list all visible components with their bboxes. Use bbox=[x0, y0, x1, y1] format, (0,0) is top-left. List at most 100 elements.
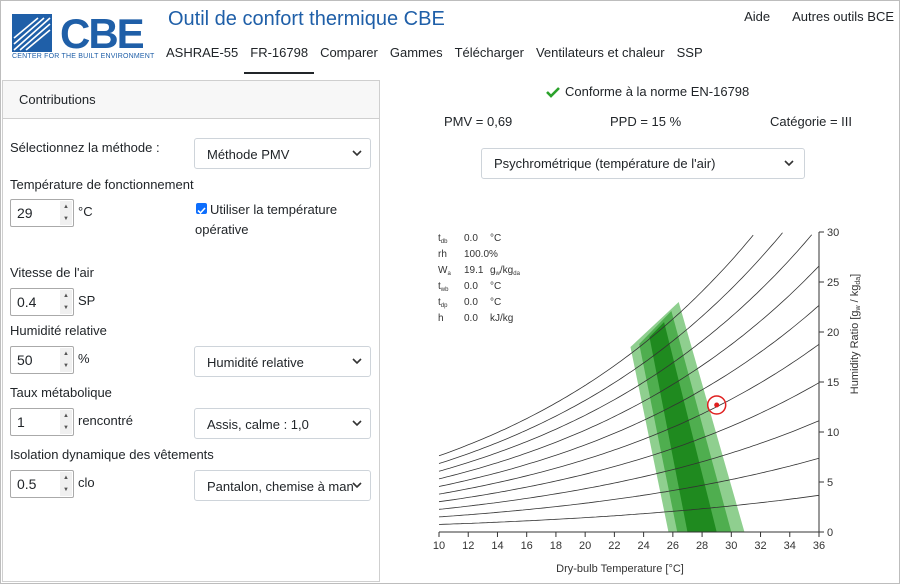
air-speed-input[interactable]: 0.4 ▲ ▼ bbox=[10, 288, 74, 316]
comfort-zone-inner bbox=[649, 322, 717, 532]
check-icon bbox=[197, 207, 206, 215]
readout-tdp-value: 0.0 bbox=[464, 297, 478, 308]
chart-type-value: Psychrométrique (température de l'air) bbox=[494, 156, 716, 171]
compliance-text: Conforme à la norme EN-16798 bbox=[565, 84, 750, 99]
logo-text: CBE bbox=[60, 10, 145, 57]
air-speed-label: Vitesse de l'air bbox=[10, 265, 94, 280]
x-tick-label: 28 bbox=[696, 540, 708, 552]
y-axis-label: Humidity Ratio [gw / kgda] bbox=[849, 274, 862, 394]
tab-download[interactable]: Télécharger bbox=[454, 45, 524, 60]
panel-header: Contributions bbox=[3, 81, 379, 119]
operative-label-2: opérative bbox=[195, 222, 249, 237]
pmv-value: PMV = 0,69 bbox=[444, 114, 513, 129]
readout-twb-unit: °C bbox=[490, 281, 501, 292]
operative-checkbox[interactable] bbox=[196, 203, 207, 215]
method-select-value: Méthode PMV bbox=[207, 147, 290, 162]
rh-curve-80 bbox=[438, 234, 813, 472]
chevron-down-icon bbox=[784, 160, 794, 167]
temperature-value: 29 bbox=[17, 205, 33, 221]
readout-twb-label: twb bbox=[438, 281, 449, 293]
method-label: Sélectionnez la méthode : bbox=[10, 140, 160, 155]
clothing-label: Isolation dynamique des vêtements bbox=[10, 447, 214, 462]
clothing-input[interactable]: 0.5 ▲ ▼ bbox=[10, 470, 74, 498]
clothing-ensemble-select[interactable]: Pantalon, chemise à man bbox=[194, 470, 371, 501]
method-select[interactable]: Méthode PMV bbox=[194, 138, 371, 169]
x-tick-label: 16 bbox=[521, 540, 533, 552]
readout-h-label: h bbox=[438, 313, 444, 324]
tab-fr16798[interactable]: FR-16798 bbox=[244, 36, 315, 74]
x-tick-label: 18 bbox=[550, 540, 562, 552]
air-speed-stepper[interactable]: ▲ ▼ bbox=[60, 290, 72, 314]
readout-tdp-unit: °C bbox=[490, 297, 501, 308]
rh-curve-90 bbox=[438, 232, 783, 464]
clothing-unit: clo bbox=[78, 475, 95, 490]
rh-curve-70 bbox=[438, 265, 820, 480]
clothing-stepper[interactable]: ▲ ▼ bbox=[60, 472, 72, 496]
readout-h-value: 0.0 bbox=[464, 313, 478, 324]
activity-select[interactable]: Assis, calme : 1,0 bbox=[194, 408, 371, 439]
cbe-logo[interactable]: CBE CENTER FOR THE BUILT ENVIRONMENT bbox=[12, 10, 155, 62]
rh-curve-100 bbox=[438, 234, 754, 457]
x-axis-label: Dry-bulb Temperature [°C] bbox=[556, 563, 684, 575]
x-tick-label: 22 bbox=[608, 540, 620, 552]
y-tick-label: 5 bbox=[827, 477, 833, 489]
x-tick-label: 14 bbox=[491, 540, 503, 552]
ppd-value: PPD = 15 % bbox=[610, 114, 682, 129]
rh-curve-10 bbox=[438, 494, 820, 525]
rh-curve-60 bbox=[438, 305, 820, 487]
air-speed-value: 0.4 bbox=[17, 294, 37, 310]
y-tick-label: 0 bbox=[827, 527, 833, 539]
help-link[interactable]: Aide bbox=[744, 9, 771, 24]
x-tick-label: 30 bbox=[725, 540, 737, 552]
chart-type-select[interactable]: Psychrométrique (température de l'air) bbox=[481, 148, 805, 179]
readout-tdb-unit: °C bbox=[490, 233, 501, 244]
x-tick-label: 36 bbox=[813, 540, 825, 552]
clothing-value: 0.5 bbox=[17, 476, 37, 492]
activity-value: Assis, calme : 1,0 bbox=[207, 417, 309, 432]
tab-ssp[interactable]: SSP bbox=[676, 45, 703, 60]
x-tick-label: 10 bbox=[433, 540, 445, 552]
logo-mark-icon bbox=[12, 14, 52, 52]
temperature-input[interactable]: 29 ▲ ▼ bbox=[10, 199, 74, 227]
rh-curve-40 bbox=[438, 382, 820, 503]
psychrometric-chart[interactable]: 10 12 14 16 18 20 22 24 26 28 30 32 34 360 5 10 15 20 25 30… bbox=[410, 220, 870, 580]
readout-tdb-value: 0.0 bbox=[464, 233, 478, 244]
tab-ranges[interactable]: Gammes bbox=[389, 45, 443, 60]
other-tools-link[interactable]: Autres outils BCE bbox=[792, 9, 894, 24]
tab-compare[interactable]: Comparer bbox=[320, 45, 378, 60]
humidity-unit: % bbox=[78, 351, 90, 366]
readout-rh-value: 100.0% bbox=[464, 249, 498, 260]
x-tick-label: 26 bbox=[667, 540, 679, 552]
metabolic-input[interactable]: 1 ▲ ▼ bbox=[10, 408, 74, 436]
y-tick-label: 20 bbox=[827, 327, 839, 339]
temperature-label: Température de fonctionnement bbox=[10, 177, 194, 192]
x-tick-label: 12 bbox=[462, 540, 474, 552]
x-tick-label: 24 bbox=[637, 540, 649, 552]
main-nav: ASHRAE-55 FR-16798 Comparer Gammes Téléc… bbox=[160, 36, 709, 74]
humidity-type-value: Humidité relative bbox=[207, 355, 304, 370]
air-speed-unit: SP bbox=[78, 293, 96, 308]
y-tick-label: 15 bbox=[827, 377, 839, 389]
tab-fans-heat[interactable]: Ventilateurs et chaleur bbox=[535, 45, 665, 60]
top-links: Aide Autres outils BCE bbox=[744, 9, 894, 24]
rh-curve-30 bbox=[438, 420, 820, 510]
metabolic-label: Taux métabolique bbox=[10, 385, 112, 400]
y-tick-label: 25 bbox=[827, 277, 839, 289]
readout-tdb-label: tdb bbox=[438, 233, 448, 245]
readout-tdp-label: tdp bbox=[438, 297, 448, 309]
metabolic-stepper[interactable]: ▲ ▼ bbox=[60, 410, 72, 434]
rh-curve-50 bbox=[438, 343, 820, 495]
rh-curve-20 bbox=[438, 457, 820, 518]
check-icon bbox=[546, 86, 560, 98]
chevron-down-icon bbox=[352, 420, 362, 427]
temperature-stepper[interactable]: ▲ ▼ bbox=[60, 201, 72, 225]
humidity-input[interactable]: 50 ▲ ▼ bbox=[10, 346, 74, 374]
x-tick-label: 34 bbox=[784, 540, 796, 552]
chevron-down-icon bbox=[352, 150, 362, 157]
humidity-label: Humidité relative bbox=[10, 323, 107, 338]
humidity-stepper[interactable]: ▲ ▼ bbox=[60, 348, 72, 372]
logo-subtitle: CENTER FOR THE BUILT ENVIRONMENT bbox=[12, 53, 155, 60]
humidity-type-select[interactable]: Humidité relative bbox=[194, 346, 371, 377]
compliance-status: Conforme à la norme EN-16798 bbox=[546, 84, 749, 99]
tab-ashrae[interactable]: ASHRAE-55 bbox=[166, 45, 239, 60]
